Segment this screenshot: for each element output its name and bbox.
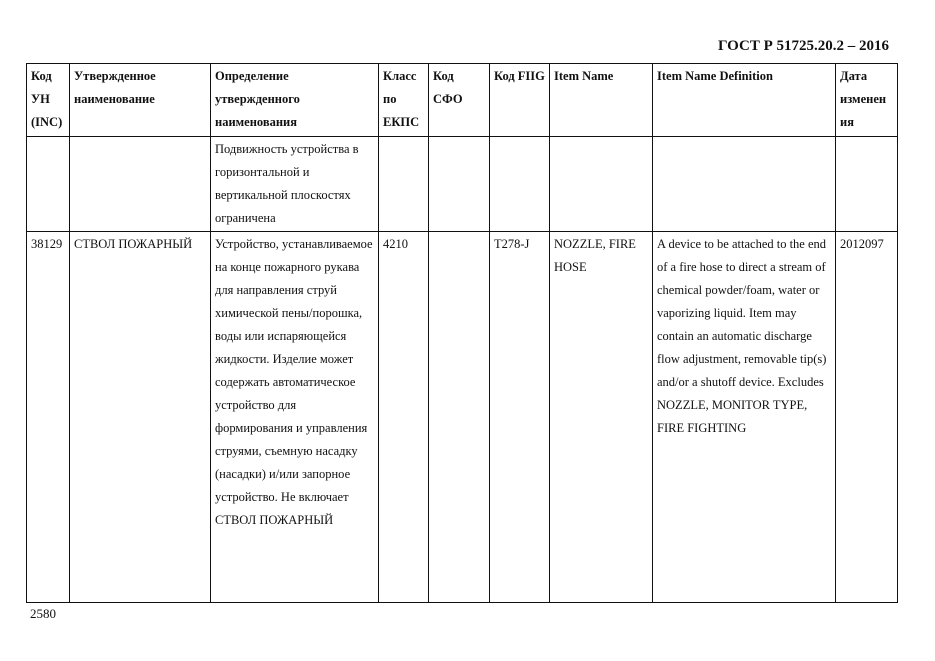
- table-cell: Подвижность устройства в горизонтальной …: [210, 136, 379, 232]
- table-cell: T278-J: [489, 231, 550, 603]
- standard-number: ГОСТ Р 51725.20.2 – 2016: [717, 38, 889, 54]
- column-header: Код FIIG: [489, 63, 550, 137]
- table-cell: [69, 136, 211, 232]
- table-cell: 38129: [26, 231, 70, 603]
- table-cell: A device to be attached to the end of a …: [652, 231, 836, 603]
- table-row: Подвижность устройства в горизонтальной …: [26, 136, 898, 232]
- table-cell: [549, 136, 653, 232]
- column-header: Определение утвержденного наименования: [210, 63, 379, 137]
- table-cell: [835, 136, 898, 232]
- table-cell: Устройство, устанавливаемое на конце пож…: [210, 231, 379, 603]
- table-cell: [428, 231, 490, 603]
- column-header: Item Name: [549, 63, 653, 137]
- table-cell: [378, 136, 429, 232]
- table-cell: СТВОЛ ПОЖАРНЫЙ: [69, 231, 211, 603]
- table-cell: [428, 136, 490, 232]
- column-header: Утвержденное наименование: [69, 63, 211, 137]
- table-cell: 2012097: [835, 231, 898, 603]
- column-header: Класс по ЕКПС: [378, 63, 429, 137]
- column-header: Код СФО: [428, 63, 490, 137]
- column-header: Item Name Definition: [652, 63, 836, 137]
- column-header: Дата изменения: [835, 63, 898, 137]
- table-cell: [489, 136, 550, 232]
- table-cell: [26, 136, 70, 232]
- table-cell: 4210: [378, 231, 429, 603]
- column-header: Код УН (INC): [26, 63, 70, 137]
- page-number: 2580: [30, 606, 56, 621]
- table-cell: [652, 136, 836, 232]
- table-row: 38129 СТВОЛ ПОЖАРНЫЙ Устройство, устанавли…: [26, 231, 898, 603]
- item-table: Код УН (INC) Утвержденное наименование Опр…: [26, 63, 898, 603]
- table-cell: NOZZLE, FIRE HOSE: [549, 231, 653, 603]
